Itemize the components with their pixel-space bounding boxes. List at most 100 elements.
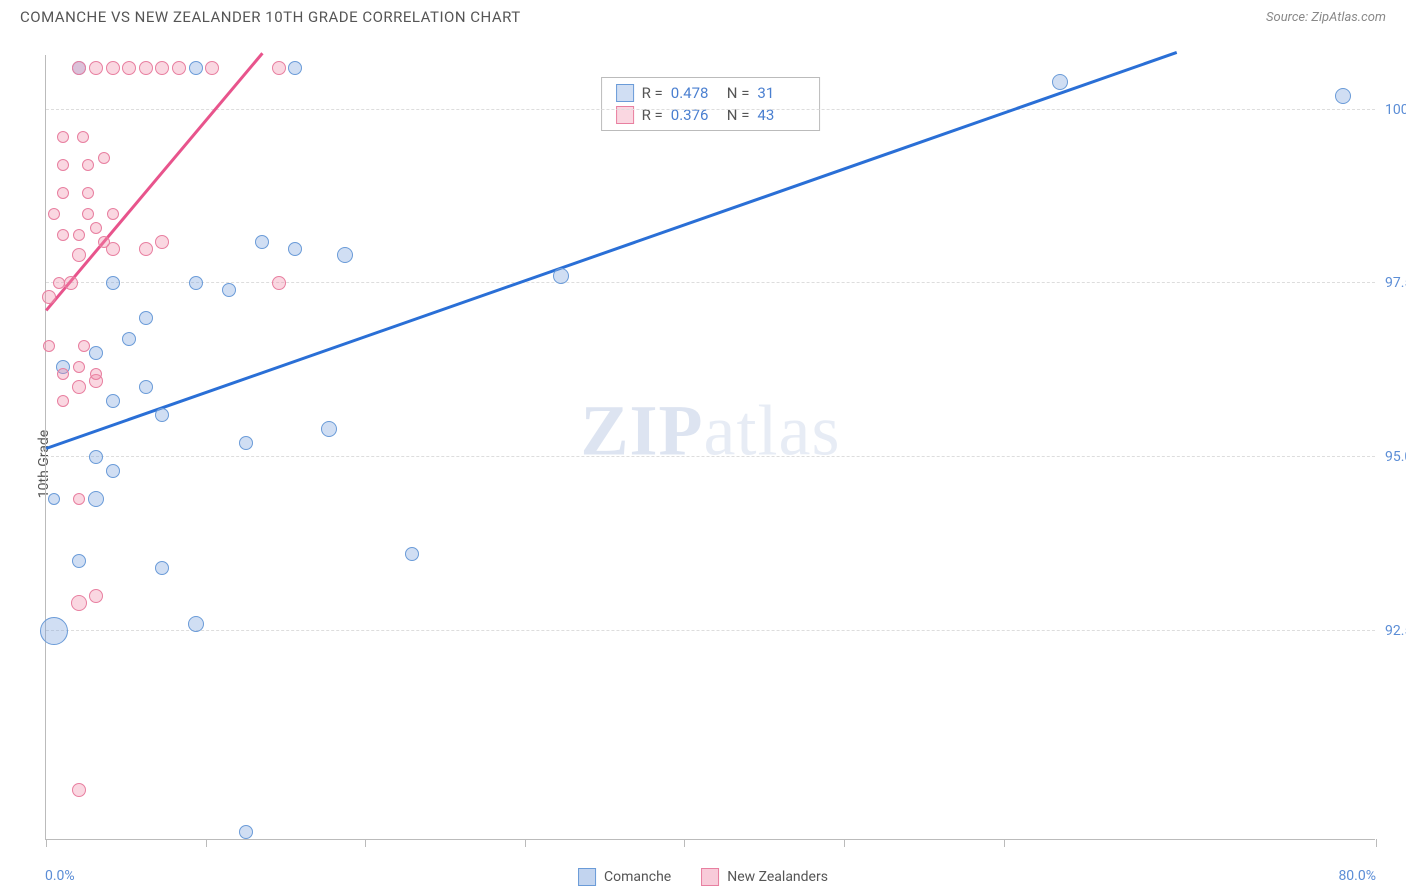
scatter-point [272,61,286,75]
scatter-point [57,187,69,199]
scatter-point [1335,88,1351,104]
scatter-point [139,311,153,325]
scatter-point [48,493,60,505]
scatter-point [107,208,119,220]
scatter-point [189,276,203,290]
scatter-point [155,561,169,575]
scatter-point [89,450,103,464]
chart-title: COMANCHE VS NEW ZEALANDER 10TH GRADE COR… [20,8,521,26]
legend-item: Comanche [578,868,671,886]
scatter-point [64,276,78,290]
y-gridline [46,109,1375,110]
watermark-bold: ZIP [581,391,704,471]
x-axis-low-label: 0.0% [45,868,75,884]
scatter-point [57,229,69,241]
scatter-point [1052,74,1068,90]
scatter-point [139,380,153,394]
scatter-point [122,332,136,346]
scatter-point [288,61,302,75]
scatter-point [155,61,169,75]
scatter-point [43,340,55,352]
scatter-point [57,368,69,380]
stat-n-label: N = [727,84,750,102]
scatter-point [188,616,204,632]
legend-item: New Zealanders [701,868,828,886]
x-tick [684,839,685,847]
stats-row: R =0.376N =43 [616,104,806,126]
scatter-point [155,408,169,422]
scatter-point [98,152,110,164]
scatter-point [106,276,120,290]
scatter-point [288,242,302,256]
scatter-point [321,421,337,437]
x-tick [206,839,207,847]
scatter-point [155,235,169,249]
scatter-point [57,131,69,143]
stat-r-label: R = [642,84,663,102]
scatter-point [405,547,419,561]
scatter-point [90,222,102,234]
scatter-point [72,61,86,75]
legend-swatch [701,868,719,886]
scatter-point [57,159,69,171]
scatter-point [89,61,103,75]
legend-swatch [578,868,596,886]
watermark-light: atlas [704,391,841,471]
scatter-point [57,395,69,407]
scatter-point [42,290,56,304]
x-tick [525,839,526,847]
scatter-point [72,380,86,394]
scatter-point [88,491,104,507]
scatter-point [82,208,94,220]
scatter-point [72,554,86,568]
scatter-point [122,61,136,75]
scatter-point [78,340,90,352]
y-gridline [46,630,1375,631]
scatter-point [40,617,68,645]
scatter-point [53,277,65,289]
watermark: ZIPatlas [581,390,841,473]
trend-line [45,52,263,311]
scatter-point [106,394,120,408]
scatter-point [73,361,85,373]
x-axis-high-label: 80.0% [1338,868,1376,884]
scatter-point [239,436,253,450]
scatter-point [139,242,153,256]
chart-source: Source: ZipAtlas.com [1266,10,1386,25]
x-tick [365,839,366,847]
chart-header: COMANCHE VS NEW ZEALANDER 10TH GRADE COR… [0,0,1406,30]
scatter-point [48,208,60,220]
legend-label: Comanche [604,869,671,885]
scatter-point [82,159,94,171]
y-tick-label: 92.5% [1385,623,1406,639]
correlation-stats-box: R = 0.478 N = 31 R =0.376N =43 [601,77,821,131]
scatter-point [106,61,120,75]
scatter-point [89,589,103,603]
scatter-point [72,248,86,262]
scatter-point [77,131,89,143]
x-tick [844,839,845,847]
stat-r-value: 0.478 [671,84,719,102]
plot-area: ZIPatlas R =0.478N =31R =0.376N =43 92.5… [45,55,1375,840]
series-swatch [616,84,634,102]
scatter-point [106,464,120,478]
stat-n-value: 31 [757,84,805,102]
scatter-point [553,268,569,284]
scatter-point [90,368,102,380]
scatter-point [189,61,203,75]
y-tick-label: 97.5% [1385,275,1406,291]
scatter-point [73,229,85,241]
scatter-point [82,187,94,199]
scatter-point [222,283,236,297]
legend-label: New Zealanders [727,869,828,885]
scatter-point [172,61,186,75]
y-gridline [46,282,1375,283]
chart-container: 10th Grade ZIPatlas R =0.478N =31R =0.37… [0,35,1406,892]
scatter-point [72,783,86,797]
scatter-point [255,235,269,249]
x-tick [1004,839,1005,847]
scatter-point [139,61,153,75]
x-tick [46,839,47,847]
y-tick-label: 100.0% [1385,102,1406,118]
y-gridline [46,456,1375,457]
